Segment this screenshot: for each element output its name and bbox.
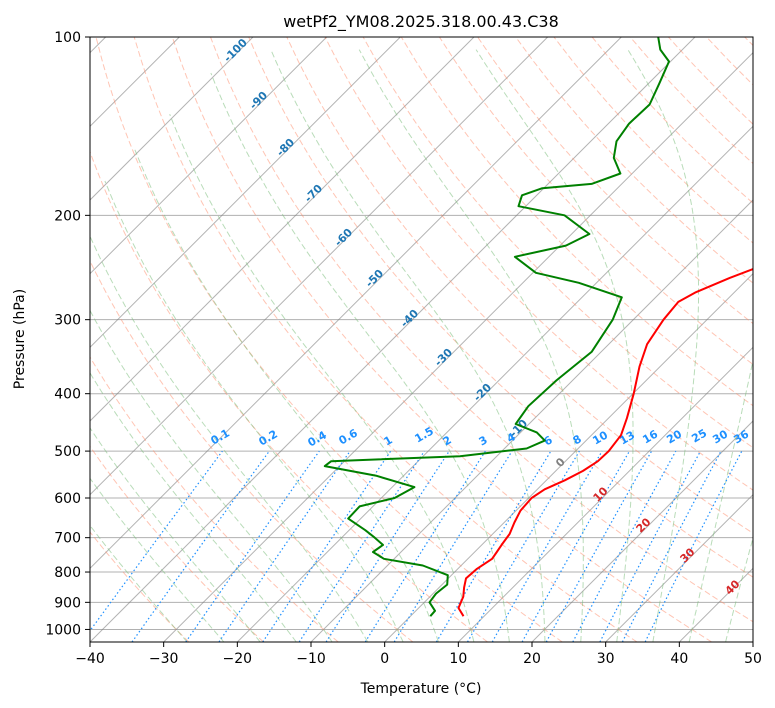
mixing-ratio-lines [90, 450, 743, 642]
y-tick-label: 500 [54, 444, 81, 460]
plot-background [90, 37, 753, 642]
moist-adiabat [90, 235, 369, 642]
dry-adiabat [90, 531, 190, 642]
mixing-ratio-line [545, 450, 653, 642]
dry-adiabat [133, 37, 638, 642]
isotherm-line [90, 37, 401, 349]
moist-adiabat [627, 49, 699, 642]
mixing-ratio-line [218, 450, 351, 642]
moist-adiabat [134, 149, 439, 642]
dewpoint-line [323, 37, 670, 617]
dry-adiabat [248, 37, 753, 578]
mixing-ratio-line [131, 450, 270, 642]
y-tick-label: 200 [54, 208, 81, 224]
isotherm-line [90, 37, 696, 642]
sounding-series [323, 37, 753, 617]
isotherm-line [90, 37, 254, 201]
dry-adiabat [438, 37, 753, 366]
x-tick-label: −20 [223, 651, 253, 667]
mixing-ratio-line [572, 450, 677, 642]
x-axis-label: Temperature (°C) [360, 681, 482, 697]
plot-frame [89, 36, 754, 643]
dry-adiabat [400, 37, 753, 407]
mixing-ratio-line [262, 450, 392, 642]
mixing-ratio-line [393, 450, 513, 642]
y-tick-label: 700 [54, 531, 81, 547]
y-axis-label: Pressure (hPa) [12, 289, 28, 389]
moist-adiabat [90, 371, 297, 642]
isotherm-line [605, 493, 753, 642]
x-tick-label: 40 [670, 651, 688, 667]
isotherm-line [90, 37, 328, 275]
mixing-ratio-line [185, 450, 320, 642]
chart-title: wetPf2_YM08.2025.318.00.43.C38 [283, 12, 559, 32]
isotherm-line [90, 37, 475, 422]
y-tick-label: 300 [54, 313, 81, 329]
moist-adiabat [688, 358, 753, 642]
y-tick-label: 900 [54, 595, 81, 611]
x-tick-label: −30 [149, 651, 179, 667]
x-tick-label: 30 [597, 651, 615, 667]
y-tick-label: 1000 [45, 622, 81, 638]
mixing-ratio-line [298, 450, 425, 642]
dry-adiabat [286, 37, 753, 534]
isotherm-line [236, 125, 753, 642]
isotherm-line [90, 37, 622, 570]
moist-adiabat [90, 524, 188, 642]
y-axis: 100 200 300 400 500 600 700 800 900 1000 [45, 30, 90, 638]
isotherm-line [457, 346, 753, 642]
y-tick-label: 600 [54, 491, 81, 507]
x-tick-label: −40 [75, 651, 105, 667]
moist-adiabat [169, 114, 475, 642]
moist-adiabat [475, 49, 634, 642]
dry-adiabat [515, 37, 753, 284]
dry-adiabat [210, 37, 753, 623]
x-tick-label: −10 [296, 651, 326, 667]
dry-adiabat [90, 356, 339, 642]
y-tick-label: 400 [54, 387, 81, 403]
moist-adiabat [90, 309, 333, 642]
moist-adiabat [210, 72, 510, 642]
dry-adiabat [90, 150, 488, 642]
moist-adiabat [104, 180, 404, 642]
x-tick-label: 20 [523, 651, 541, 667]
dry-adiabat [95, 37, 563, 642]
temperature-line [457, 268, 753, 617]
moist-adiabat [90, 477, 225, 642]
moist-adiabats [90, 49, 753, 642]
x-tick-label: 0 [380, 651, 389, 667]
mixing-ratio-line [644, 450, 743, 642]
isotherm-line [384, 272, 753, 642]
isotherm-line [163, 51, 753, 642]
mixing-ratio-line [325, 450, 450, 642]
dry-adiabats [90, 37, 753, 642]
dry-adiabat [171, 37, 712, 642]
x-tick-label: 10 [449, 651, 467, 667]
moist-adiabat [270, 49, 546, 642]
y-tick-label: 800 [54, 565, 81, 581]
y-tick-label: 100 [54, 30, 81, 46]
mixing-ratio-line [90, 450, 223, 632]
isotherm-line [90, 37, 549, 496]
x-axis: −40 −30 −20 −10 0 10 20 30 40 50 [75, 642, 762, 667]
dry-adiabat [90, 445, 264, 642]
dry-adiabat [90, 259, 414, 642]
moist-adiabat [90, 427, 261, 642]
isotherm-lines [90, 37, 753, 642]
mixing-ratio-line [521, 450, 631, 642]
isotherm-line [531, 420, 753, 642]
x-tick-label: 50 [744, 651, 762, 667]
